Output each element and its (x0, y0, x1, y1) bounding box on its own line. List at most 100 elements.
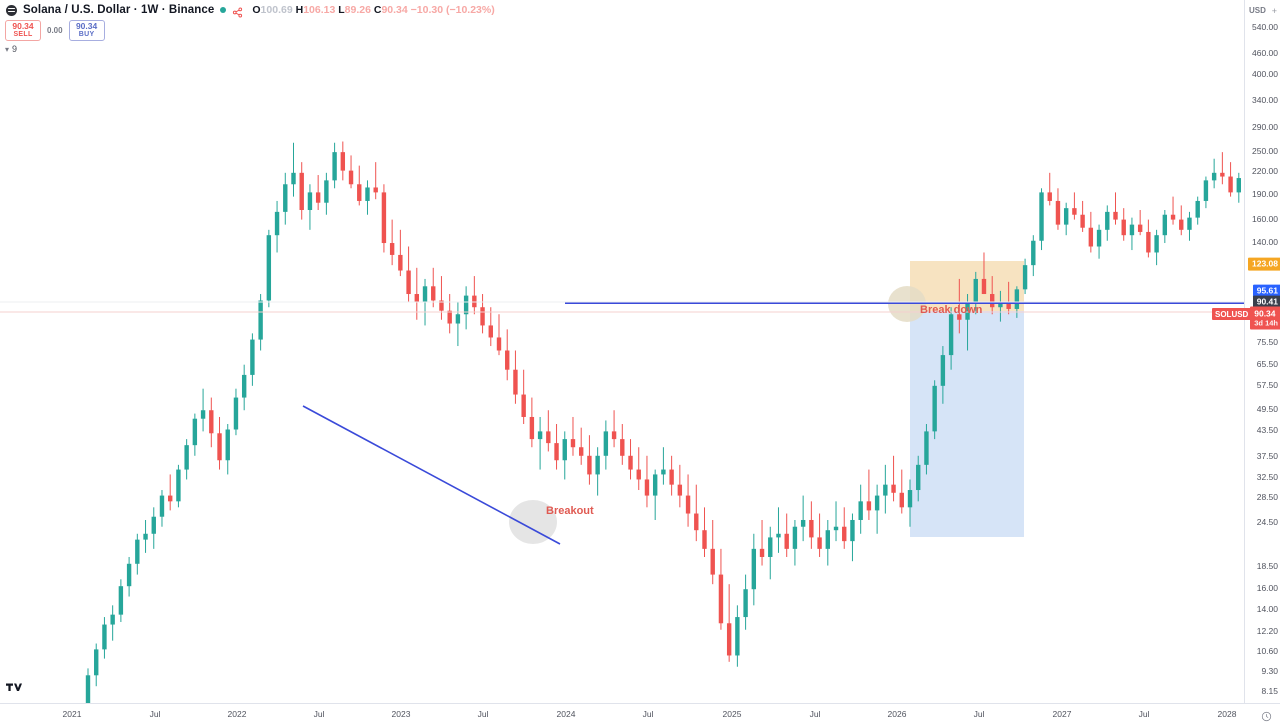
candle-body (620, 439, 625, 456)
ohlc-low-key: L (338, 4, 345, 16)
price-axis-tick: 14.00 (1256, 604, 1278, 614)
candle-body (1170, 214, 1176, 220)
time-axis-tick: Jul (1138, 709, 1150, 719)
candle-body (1014, 289, 1020, 309)
buy-label: BUY (78, 30, 95, 38)
solana-logo-icon (6, 4, 17, 16)
chart-pane[interactable] (0, 0, 1244, 703)
price-axis-currency: USD (1249, 6, 1266, 15)
time-axis-tick: Jul (642, 709, 654, 719)
price-axis-tick: 18.50 (1256, 561, 1278, 571)
price-axis-tick: 540.00 (1252, 22, 1278, 32)
price-badge-resistance[interactable]: 95.61 (1252, 284, 1280, 298)
price-axis-tick: 400.00 (1252, 69, 1278, 79)
buy-button[interactable]: 90.34 BUY (68, 20, 105, 42)
candle-body (332, 152, 337, 181)
ohlc-close-value: 90.34 (381, 4, 408, 16)
candle-body (406, 270, 411, 295)
share-icon[interactable] (232, 5, 243, 17)
candle-body (644, 479, 650, 496)
candle-body (381, 192, 387, 244)
price-badge-prev-close[interactable]: 90.41 (1252, 295, 1280, 309)
candle-body (784, 533, 789, 549)
candle-body (537, 431, 543, 440)
price-axis-tick: 190.00 (1252, 189, 1278, 199)
candle-body (529, 416, 535, 440)
price-axis-tick: 460.00 (1252, 48, 1278, 58)
candle-body (636, 469, 641, 480)
breakdown-label[interactable]: Break down (920, 304, 983, 316)
candle-body (579, 447, 584, 456)
candle-body (85, 675, 91, 703)
candle-body (496, 337, 502, 351)
candle-body (628, 455, 633, 470)
candle-body (809, 519, 814, 538)
candle-body (422, 286, 428, 303)
candle-body (685, 495, 691, 514)
candle-body (948, 314, 954, 356)
ohlc-high-key: H (295, 4, 304, 16)
candle-body (759, 548, 765, 557)
candle-body (283, 184, 288, 212)
candle-body (792, 526, 798, 549)
candle-body (825, 530, 830, 549)
quantity-selector[interactable]: ▾ 9 (5, 44, 17, 54)
sell-button[interactable]: 90.34 SELL (5, 20, 41, 42)
tradingview-logo[interactable] (6, 681, 24, 699)
time-axis-tick: 2027 (1052, 709, 1072, 719)
candle-body (866, 501, 872, 511)
rect-zone-lower[interactable] (910, 311, 1024, 537)
candle-body (1047, 192, 1052, 201)
candle-body (447, 310, 452, 324)
ohlc-close-key: C (373, 4, 382, 16)
candle-body (439, 300, 444, 311)
ellipse-breakout[interactable] (509, 500, 557, 544)
price-badge-upper-band[interactable]: 123.08 (1248, 257, 1280, 271)
candles-group (85, 141, 1241, 703)
candle-body (233, 397, 239, 430)
candle-body (710, 548, 715, 575)
candle-body (957, 314, 962, 320)
ohlc-open-value: 100.69 (260, 4, 293, 16)
time-axis-tick: Jul (809, 709, 821, 719)
candle-body (110, 614, 115, 625)
time-axis-tick: Jul (149, 709, 161, 719)
candle-body (1228, 176, 1233, 193)
candle-body (932, 385, 937, 432)
symbol-source-tag: SOLUSD (1212, 308, 1252, 320)
candle-body (603, 431, 609, 456)
price-axis-tick: 250.00 (1252, 146, 1278, 156)
time-axis[interactable]: 2021 Jul 2022 Jul 2023 Jul 2024 Jul 2025 Jul 2026 J… (0, 703, 1280, 726)
candle-body (168, 495, 173, 502)
candle-body (176, 469, 181, 502)
candle-body (546, 431, 551, 444)
candle-body (842, 526, 847, 542)
candle-body (1236, 178, 1241, 193)
candle-body (981, 278, 987, 295)
price-axis[interactable]: USD + 540.00 460.00 400.00 340.00 290.00 250.… (1244, 0, 1280, 703)
ohlc-low-value: 89.26 (344, 4, 371, 16)
breakout-label[interactable]: Breakout (546, 505, 594, 517)
candle-body (661, 469, 666, 475)
price-axis-tick: 340.00 (1252, 95, 1278, 105)
candle-body (488, 325, 493, 338)
candle-body (751, 548, 757, 590)
symbol-title[interactable]: Solana / U.S. Dollar · 1W · Binance (23, 4, 215, 16)
sell-label: SELL (13, 30, 33, 38)
axis-settings-icon[interactable]: + (1271, 6, 1277, 16)
candle-body (266, 235, 272, 301)
price-axis-tick: 75.50 (1256, 337, 1278, 347)
candle-body (200, 410, 206, 419)
trendline-downtrend[interactable] (302, 405, 561, 545)
candle-body (1146, 231, 1151, 253)
candle-body (521, 394, 526, 417)
candle-body (431, 286, 436, 301)
price-badge-last-price[interactable]: 90.34 3d 14h (1250, 306, 1280, 330)
candle-body (611, 431, 617, 440)
candle-body (726, 623, 732, 656)
clock-icon[interactable] (1261, 709, 1272, 722)
candle-body (965, 302, 970, 320)
candle-body (192, 418, 198, 446)
time-axis-tick: 2025 (722, 709, 742, 719)
candle-body (299, 172, 304, 211)
